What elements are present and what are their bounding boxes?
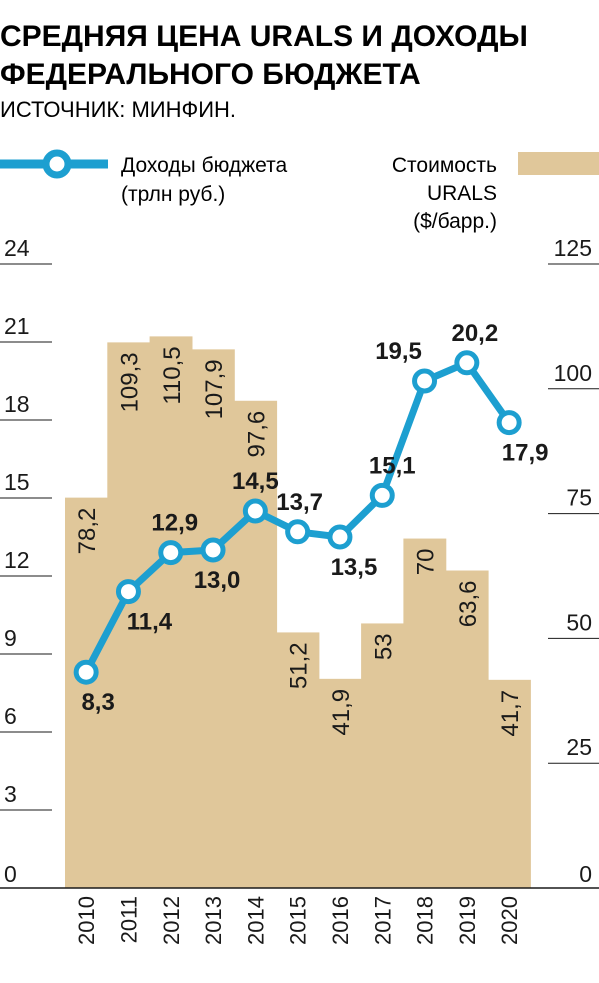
right-tick-label: 100 — [554, 360, 592, 386]
bar-value-label: 41,7 — [497, 690, 524, 737]
year-label: 2020 — [497, 896, 522, 945]
revenue-point — [285, 519, 311, 545]
legend-bar-swatch — [518, 152, 599, 175]
left-tick-label: 9 — [4, 625, 17, 651]
revenue-point — [200, 537, 226, 563]
chart-title-line2: ФЕДЕРАЛЬНОГО БЮДЖЕТА — [0, 58, 421, 91]
left-tick-label: 24 — [4, 235, 30, 261]
legend-line-marker — [42, 149, 72, 179]
year-label: 2016 — [328, 896, 353, 945]
bar-value-label: 78,2 — [74, 508, 101, 555]
bar-value-label: 53 — [370, 633, 397, 660]
legend-line-label-2: (трлн руб.) — [121, 183, 225, 206]
revenue-point — [242, 498, 268, 524]
urals-bar — [488, 679, 531, 888]
year-label: 2010 — [74, 896, 99, 945]
urals-bar — [191, 349, 235, 889]
revenue-point — [73, 659, 99, 685]
revenue-value-label: 12,9 — [151, 510, 198, 537]
urals-bar — [65, 497, 108, 888]
left-tick-label: 18 — [4, 391, 30, 417]
bar-value-label: 107,9 — [201, 359, 228, 419]
revenue-value-label: 14,5 — [232, 468, 279, 495]
chart-source: ИСТОЧНИК: МИНФИН. — [0, 97, 236, 122]
data-labels: 78,2 109,3 110,5 107,9 97,6 51,2 41,9 53 70 63,6 4… — [74, 320, 548, 945]
urals-bar — [361, 623, 404, 888]
year-label: 2011 — [116, 896, 141, 943]
revenue-value-label: 13,5 — [331, 554, 378, 581]
left-tick-label: 15 — [4, 469, 30, 495]
urals-bar — [276, 632, 320, 888]
urals-bar — [445, 570, 489, 888]
grid — [0, 263, 599, 811]
legend-bar-label-3: ($/барр.) — [413, 210, 497, 233]
revenue-point — [412, 368, 438, 394]
bar-value-label: 109,3 — [116, 352, 143, 412]
year-label: 2019 — [455, 896, 480, 945]
left-tick-label: 3 — [4, 781, 17, 807]
right-tick-label: 50 — [566, 609, 592, 635]
urals-bar — [149, 336, 193, 888]
revenue-point — [327, 524, 353, 550]
revenue-value-label: 17,9 — [502, 440, 549, 467]
revenue-value-label: 20,2 — [451, 320, 498, 347]
bar-value-label: 110,5 — [159, 346, 186, 404]
year-label: 2017 — [370, 896, 395, 945]
bar-value-label: 97,6 — [243, 411, 270, 458]
revenue-value-label: 8,3 — [81, 689, 114, 716]
left-tick-label: 12 — [4, 547, 30, 573]
revenue-value-label: 15,1 — [369, 452, 416, 479]
bar-value-label: 51,2 — [286, 642, 313, 689]
urals-bar — [403, 538, 447, 888]
chart-title-line1: СРЕДНЯЯ ЦЕНА URALS И ДОХОДЫ — [0, 20, 528, 53]
right-tick-label: 0 — [579, 861, 592, 887]
left-tick-label: 6 — [4, 703, 17, 729]
revenue-line — [73, 350, 522, 685]
urals-bar — [234, 400, 278, 888]
legend: Доходы бюджета (трлн руб.) Стоимость URA… — [0, 149, 599, 233]
urals-bar — [318, 678, 362, 888]
revenue-value-label: 11,4 — [127, 609, 173, 636]
right-tick-label: 75 — [566, 485, 592, 511]
bar-value-label: 41,9 — [328, 689, 355, 736]
right-tick-label: 25 — [566, 734, 592, 760]
revenue-value-label: 19,5 — [375, 338, 422, 365]
revenue-point — [115, 579, 141, 605]
revenue-point — [454, 350, 480, 376]
left-tick-label: 0 — [4, 861, 17, 887]
legend-bar-label-2: URALS — [427, 182, 497, 205]
legend-bar-label-1: Стоимость — [392, 154, 497, 177]
left-tick-label: 21 — [4, 313, 30, 339]
bar-value-label: 63,6 — [455, 581, 482, 628]
year-label: 2018 — [413, 896, 438, 945]
axes: 0 3 6 9 12 15 18 21 24 0 25 50 75 100 125 — [0, 235, 599, 889]
right-tick-label: 125 — [554, 235, 592, 261]
revenue-point — [158, 540, 184, 566]
year-label: 2015 — [286, 896, 311, 945]
year-label: 2014 — [243, 896, 268, 945]
revenue-value-label: 13,7 — [276, 489, 323, 516]
legend-line-label-1: Доходы бюджета — [121, 154, 288, 177]
bar-value-label: 70 — [413, 549, 440, 576]
revenue-value-label: 13,0 — [194, 567, 241, 594]
revenue-point — [496, 410, 522, 436]
year-label: 2013 — [201, 896, 226, 945]
year-label: 2012 — [159, 896, 184, 945]
revenue-point — [369, 482, 395, 508]
